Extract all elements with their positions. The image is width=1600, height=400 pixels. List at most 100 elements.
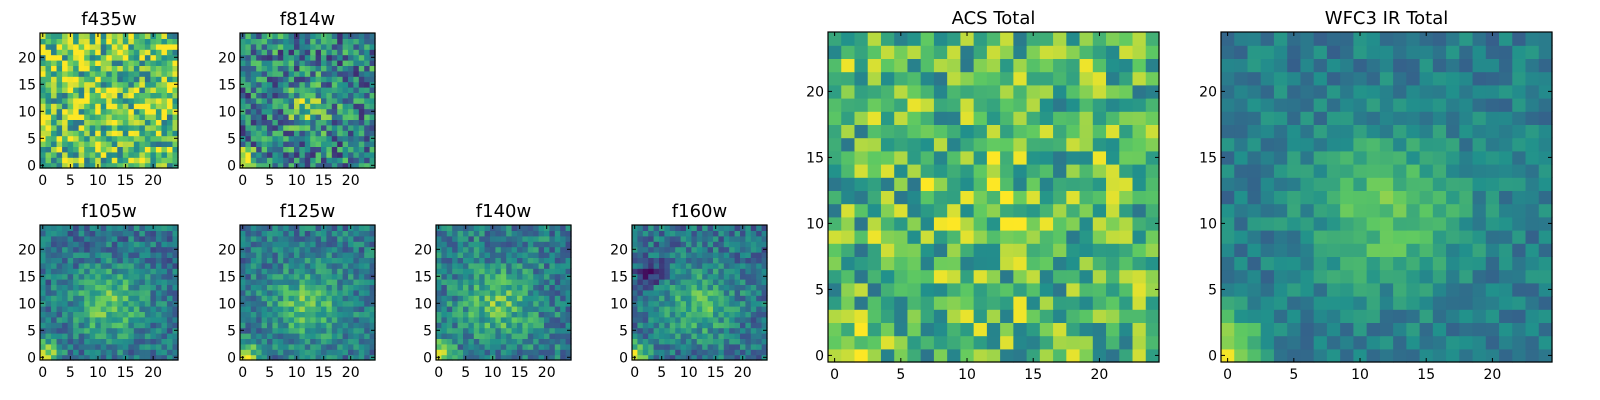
heatmap-cell	[95, 65, 102, 72]
heatmap-cell	[1260, 190, 1275, 205]
heatmap-cell	[369, 114, 376, 120]
heatmap-cell	[642, 246, 649, 253]
heatmap-cell	[304, 33, 311, 39]
heatmap-cell	[331, 262, 338, 269]
heatmap-cell	[637, 246, 644, 253]
heatmap-cell	[304, 230, 311, 237]
heatmap-cell	[648, 252, 655, 258]
heatmap-cell	[1446, 177, 1460, 191]
heatmap-cell	[1066, 150, 1081, 165]
heatmap-cell	[436, 311, 442, 318]
heatmap-cell	[544, 273, 550, 280]
heatmap-cell	[89, 38, 96, 45]
heatmap-cell	[358, 103, 365, 110]
heatmap-cell	[637, 268, 644, 275]
heatmap-cell	[166, 38, 174, 45]
heatmap-cell	[95, 87, 102, 93]
heatmap-cell	[1446, 243, 1460, 257]
heatmap-cell	[348, 119, 354, 126]
heatmap-cell	[1119, 58, 1134, 73]
heatmap-cell	[67, 230, 74, 237]
heatmap-cell	[133, 295, 140, 302]
heatmap-cell	[128, 262, 135, 269]
heatmap-cell	[353, 43, 360, 50]
heatmap-cell	[880, 137, 895, 152]
heatmap-cell	[261, 349, 268, 356]
heatmap-cell	[294, 130, 300, 137]
heatmap-cell	[880, 203, 895, 218]
heatmap-cell	[288, 81, 295, 88]
heatmap-cell	[723, 225, 730, 231]
heatmap-cell	[299, 49, 306, 56]
heatmap-cell	[500, 279, 507, 285]
heatmap-cell	[522, 322, 529, 329]
heatmap-cell	[740, 268, 746, 275]
heatmap-cell	[1106, 150, 1120, 165]
heatmap-cell	[358, 327, 365, 334]
heatmap-cell	[342, 108, 349, 115]
heatmap-cell	[511, 273, 518, 280]
heatmap-cell	[907, 296, 922, 310]
heatmap-cell	[73, 354, 80, 361]
heatmap-cell	[1260, 177, 1275, 191]
heatmap-cell	[100, 141, 107, 147]
heatmap-cell	[479, 327, 486, 334]
heatmap-cell	[353, 333, 360, 339]
heatmap-cell	[867, 256, 882, 271]
heatmap-cell	[734, 252, 741, 258]
heatmap-cell	[261, 268, 268, 275]
heatmap-cell	[1326, 282, 1341, 297]
heatmap-cell	[632, 333, 638, 339]
heatmap-cell	[342, 316, 349, 323]
heatmap-cell	[155, 157, 163, 164]
heatmap-cell	[920, 296, 935, 310]
heatmap-cell	[106, 300, 113, 307]
y-tick-label: 5	[227, 323, 236, 339]
heatmap-cell	[1326, 309, 1341, 323]
heatmap-cell	[369, 130, 376, 137]
heatmap-cell	[358, 87, 365, 93]
heatmap-cell	[632, 235, 638, 242]
heatmap-cell	[250, 119, 257, 126]
heatmap-cell	[920, 71, 935, 86]
heatmap-cell	[1145, 58, 1160, 73]
heatmap-cell	[84, 141, 91, 147]
heatmap-cell	[549, 306, 556, 312]
heatmap-cell	[1499, 164, 1513, 178]
heatmap-cell	[1499, 216, 1513, 231]
heatmap-cell	[89, 235, 96, 242]
heatmap-cell	[73, 257, 80, 264]
heatmap-cell	[106, 306, 113, 312]
heatmap-cell	[261, 157, 268, 164]
heatmap-cell	[369, 60, 376, 66]
heatmap-cell	[680, 257, 687, 264]
heatmap-cell	[166, 162, 174, 169]
heatmap-cell	[740, 338, 746, 345]
heatmap-cell	[1538, 243, 1553, 257]
heatmap-cell	[67, 349, 74, 356]
heatmap-cell	[304, 311, 311, 318]
heatmap-cell	[696, 257, 703, 264]
heatmap-cell	[933, 309, 948, 323]
heatmap-cell	[294, 92, 300, 99]
heatmap-cell	[358, 38, 365, 45]
heatmap-cell	[250, 65, 257, 72]
heatmap-cell	[272, 43, 279, 50]
heatmap-cell	[920, 335, 935, 350]
heatmap-cell	[358, 241, 365, 248]
heatmap-cell	[256, 300, 263, 307]
heatmap-cell	[128, 81, 135, 88]
heatmap-cell	[664, 338, 671, 345]
heatmap-cell	[364, 103, 371, 110]
heatmap-cell	[321, 333, 327, 339]
heatmap-cell	[1340, 322, 1354, 337]
heatmap-cell	[122, 235, 129, 242]
heatmap-cell	[51, 252, 58, 258]
heatmap-cell	[734, 273, 741, 280]
heatmap-cell	[1247, 150, 1262, 165]
heatmap-cell	[172, 322, 179, 329]
heatmap-cell	[288, 230, 295, 237]
heatmap-cell	[500, 333, 507, 339]
heatmap-cell	[89, 76, 96, 83]
heatmap-cell	[729, 333, 736, 339]
